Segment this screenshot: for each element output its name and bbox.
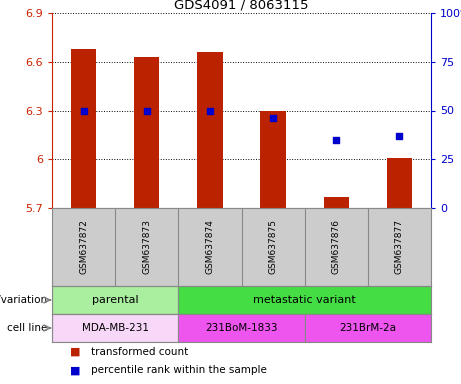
- Bar: [134, 57, 160, 208]
- Text: 231BrM-2a: 231BrM-2a: [339, 323, 396, 333]
- Bar: [178, 286, 431, 314]
- Bar: [260, 111, 286, 208]
- Bar: [178, 314, 305, 342]
- Bar: [324, 197, 349, 208]
- Bar: [305, 314, 431, 342]
- Text: GSM637877: GSM637877: [395, 220, 404, 275]
- Text: 231BoM-1833: 231BoM-1833: [205, 323, 278, 333]
- Point: [269, 115, 277, 121]
- Text: ■: ■: [71, 365, 81, 375]
- Bar: [197, 52, 223, 208]
- Point: [80, 108, 87, 114]
- Title: GDS4091 / 8063115: GDS4091 / 8063115: [174, 0, 309, 12]
- Point: [206, 108, 213, 114]
- Bar: [71, 49, 96, 208]
- Point: [332, 137, 340, 143]
- Bar: [52, 286, 178, 314]
- Point: [143, 108, 150, 114]
- Text: percentile rank within the sample: percentile rank within the sample: [91, 365, 267, 375]
- Text: transformed count: transformed count: [91, 347, 189, 357]
- Text: MDA-MB-231: MDA-MB-231: [82, 323, 148, 333]
- Text: genotype/variation: genotype/variation: [0, 295, 47, 305]
- Text: metastatic variant: metastatic variant: [253, 295, 356, 305]
- Text: GSM637873: GSM637873: [142, 220, 151, 275]
- Text: GSM637872: GSM637872: [79, 220, 88, 275]
- Text: parental: parental: [92, 295, 138, 305]
- Text: GSM637875: GSM637875: [269, 220, 278, 275]
- Bar: [52, 314, 178, 342]
- Text: cell line: cell line: [7, 323, 47, 333]
- Bar: [387, 157, 412, 208]
- Text: ■: ■: [71, 347, 81, 357]
- Text: GSM637876: GSM637876: [332, 220, 341, 275]
- Text: GSM637874: GSM637874: [206, 220, 214, 275]
- Point: [396, 133, 403, 139]
